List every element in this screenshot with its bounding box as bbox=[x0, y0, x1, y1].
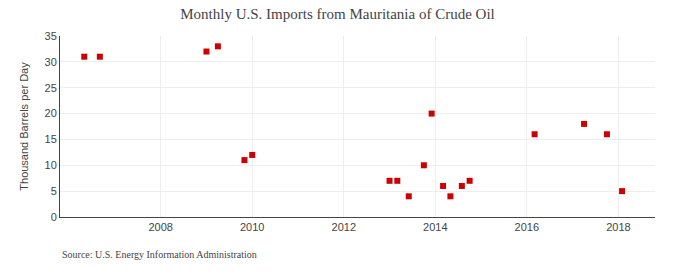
svg-text:10: 10 bbox=[45, 159, 57, 171]
svg-text:2014: 2014 bbox=[423, 221, 447, 233]
svg-text:2016: 2016 bbox=[515, 221, 539, 233]
svg-text:15: 15 bbox=[45, 133, 57, 145]
svg-text:2008: 2008 bbox=[148, 221, 172, 233]
svg-text:0: 0 bbox=[51, 211, 57, 223]
svg-text:2018: 2018 bbox=[606, 221, 630, 233]
svg-text:35: 35 bbox=[45, 30, 57, 42]
svg-text:Monthly U.S. Imports from Maur: Monthly U.S. Imports from Mauritania of … bbox=[180, 6, 495, 22]
svg-text:5: 5 bbox=[51, 185, 57, 197]
svg-text:20: 20 bbox=[45, 107, 57, 119]
svg-text:2010: 2010 bbox=[240, 221, 264, 233]
svg-text:Source: U.S. Energy Informatio: Source: U.S. Energy Information Administ… bbox=[62, 249, 257, 260]
svg-text:2012: 2012 bbox=[332, 221, 356, 233]
svg-text:25: 25 bbox=[45, 82, 57, 94]
svg-text:30: 30 bbox=[45, 56, 57, 68]
svg-text:Thousand Barrels per Day: Thousand Barrels per Day bbox=[18, 62, 30, 191]
